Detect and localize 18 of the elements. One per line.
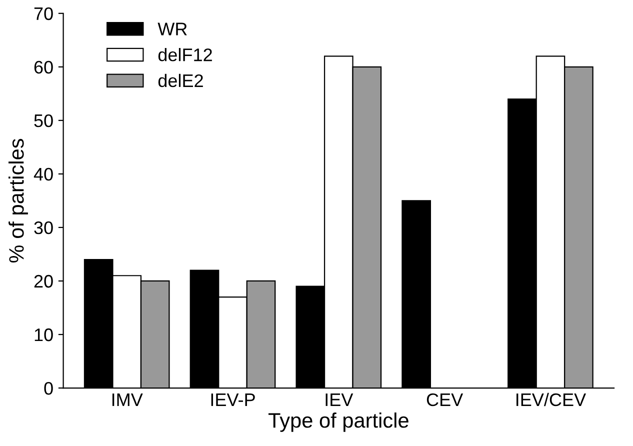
legend-label: delF12 xyxy=(158,48,212,62)
x-tick-label: CEV xyxy=(426,393,464,406)
legend-label: delE2 xyxy=(158,74,203,88)
y-tick-label: 40 xyxy=(34,168,53,181)
y-tick-label: 50 xyxy=(34,114,53,128)
y-tick-label: 0 xyxy=(44,382,53,395)
y-tick-label: 60 xyxy=(34,60,53,74)
x-tick-label: IEV-P xyxy=(211,394,255,406)
x-axis-title: Type of particle xyxy=(268,412,408,432)
y-tick-label: 70 xyxy=(34,7,53,20)
legend-label: WR xyxy=(158,22,187,36)
y-tick-label: 30 xyxy=(34,221,53,234)
y-tick-label: 20 xyxy=(34,274,53,288)
x-tick-label: IEV/CEV xyxy=(516,392,586,406)
x-tick-label: IEV xyxy=(326,394,354,406)
y-axis-title: % of particles xyxy=(8,138,28,262)
x-tick-label: IMV xyxy=(112,394,143,406)
y-tick-label: 10 xyxy=(34,328,53,342)
